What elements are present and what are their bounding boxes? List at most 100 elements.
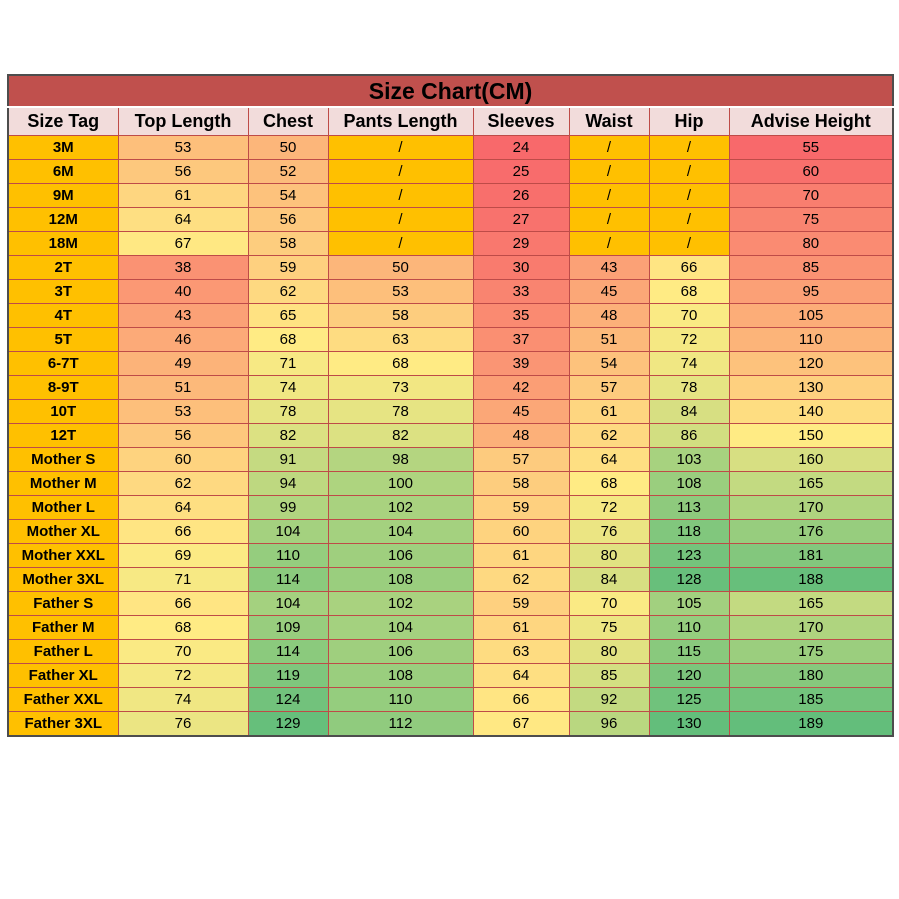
value-cell: 69 [117,543,249,568]
value-cell: 130 [728,375,894,400]
table-row: 18M 67 58/29//80 [7,231,894,256]
value-cell: 106 [327,639,474,664]
value-cell: 60 [117,447,249,472]
value-cell: 75 [568,615,650,640]
value-cell: 68 [247,327,329,352]
value-cell: 24 [472,135,570,160]
column-header-chest: Chest [247,106,329,136]
value-cell: 33 [472,279,570,304]
value-cell: 92 [568,687,650,712]
value-cell: 52 [247,159,329,184]
value-cell: 76 [117,711,249,737]
value-cell: 80 [728,231,894,256]
size-tag-cell: 6M [7,159,119,184]
value-cell: 70 [568,591,650,616]
value-cell: 43 [117,303,249,328]
value-cell: 57 [568,375,650,400]
table-row: 2T 38 59 50 30 43 66 85 [7,255,894,280]
value-cell: 65 [247,303,329,328]
value-cell: 150 [728,423,894,448]
value-cell: 59 [247,255,329,280]
value-cell: 105 [648,591,730,616]
value-cell: 114 [247,567,329,592]
value-cell: / [648,159,730,184]
size-tag-cell: Father S [7,591,119,616]
value-cell: 115 [648,639,730,664]
size-tag-cell: 2T [7,255,119,280]
value-cell: 109 [247,615,329,640]
value-cell: 71 [117,567,249,592]
table-row: 6-7T 49 71 68 39 54 74 120 [7,351,894,376]
size-tag-cell: 12T [7,423,119,448]
value-cell: 25 [472,159,570,184]
table-row: Father S 66 104 102 59 70 105 165 [7,591,894,616]
value-cell: 100 [327,471,474,496]
table-row: Father L 70 114 106 63 80 115 175 [7,639,894,664]
size-tag-cell: Mother L [7,495,119,520]
column-header-waist: Waist [568,106,650,136]
table-row: 3M 53 50/24//55 [7,135,894,160]
value-cell: 110 [247,543,329,568]
table-row: Mother XL 66 104 104 60 76 118 176 [7,519,894,544]
value-cell: 64 [568,447,650,472]
value-cell: 73 [327,375,474,400]
value-cell: 91 [247,447,329,472]
size-tag-cell: Father XXL [7,687,119,712]
table-row: 5T 46 68 63 37 51 72 110 [7,327,894,352]
value-cell: 68 [117,615,249,640]
value-cell: 45 [568,279,650,304]
size-tag-cell: Father L [7,639,119,664]
value-cell: 84 [648,399,730,424]
table-row: Father XL 72 119 108 64 85 120 180 [7,663,894,688]
size-tag-cell: Mother XXL [7,543,119,568]
value-cell: 64 [117,207,249,232]
value-cell: 180 [728,663,894,688]
value-cell: 42 [472,375,570,400]
value-cell: 67 [472,711,570,737]
size-tag-cell: 12M [7,207,119,232]
value-cell: 108 [327,663,474,688]
value-cell: 59 [472,495,570,520]
value-cell: 71 [247,351,329,376]
value-cell: 110 [648,615,730,640]
value-cell: / [568,231,650,256]
value-cell: 104 [247,519,329,544]
value-cell: 62 [117,471,249,496]
size-chart-page: Size Chart(CM) Size Tag Top Length Chest… [7,74,895,737]
value-cell: / [568,135,650,160]
value-cell: 39 [472,351,570,376]
value-cell: 46 [117,327,249,352]
title-row: Size Chart(CM) [8,75,894,108]
value-cell: / [648,231,730,256]
value-cell: 66 [117,519,249,544]
value-cell: 160 [728,447,894,472]
value-cell: 66 [472,687,570,712]
value-cell: 63 [327,327,474,352]
value-cell: 61 [472,543,570,568]
size-tag-cell: 8-9T [7,375,119,400]
size-tag-cell: Mother 3XL [7,567,119,592]
value-cell: 104 [247,591,329,616]
value-cell: 85 [728,255,894,280]
value-cell: 106 [327,543,474,568]
value-cell: / [327,159,474,184]
table-row: Mother 3XL 71 114 108 62 84 128 188 [7,567,894,592]
table-row: 12T 56 82 82 48 62 86 150 [7,423,894,448]
value-cell: 94 [247,471,329,496]
value-cell: 113 [648,495,730,520]
value-cell: 104 [327,519,474,544]
value-cell: 56 [117,423,249,448]
value-cell: / [648,183,730,208]
value-cell: 78 [247,399,329,424]
value-cell: 70 [728,183,894,208]
value-cell: 37 [472,327,570,352]
value-cell: 105 [728,303,894,328]
column-header-top-length: Top Length [117,106,249,136]
size-tag-cell: 18M [7,231,119,256]
value-cell: 78 [327,399,474,424]
value-cell: 75 [728,207,894,232]
value-cell: 45 [472,399,570,424]
value-cell: 48 [472,423,570,448]
value-cell: 119 [247,663,329,688]
value-cell: 123 [648,543,730,568]
